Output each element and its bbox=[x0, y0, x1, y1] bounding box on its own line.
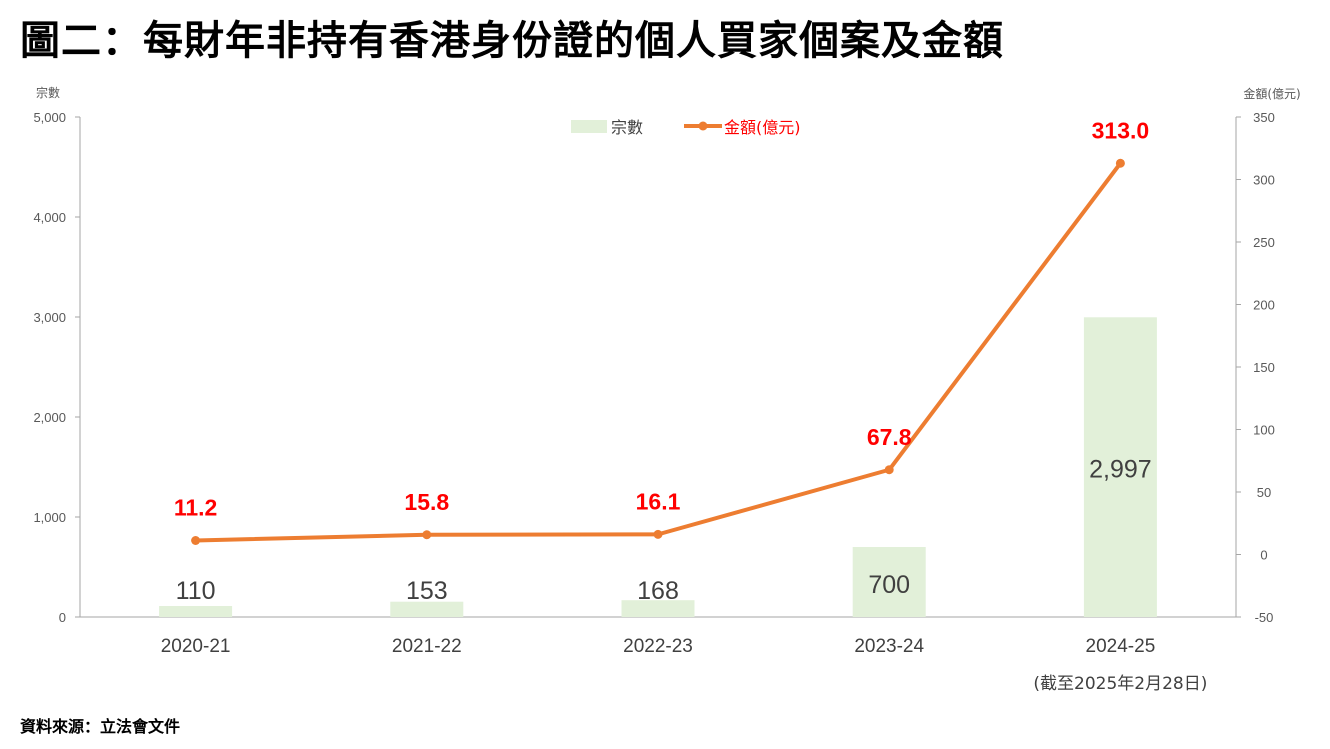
line-data-label: 67.8 bbox=[867, 424, 912, 450]
right-axis-tick-label: -50 bbox=[1255, 610, 1274, 625]
x-axis-tick-label: 2021-22 bbox=[392, 636, 462, 657]
right-axis-tick-label: 250 bbox=[1253, 235, 1275, 250]
bar-series bbox=[159, 317, 1157, 617]
right-axis-tick-label: 100 bbox=[1253, 423, 1275, 438]
line-point bbox=[884, 465, 894, 475]
right-axis-tick-label: 200 bbox=[1253, 298, 1275, 313]
legend-swatch-bar bbox=[571, 120, 607, 133]
line-data-label: 15.8 bbox=[404, 489, 449, 515]
bar bbox=[852, 547, 926, 617]
legend-label-line: 金額(億元) bbox=[724, 118, 801, 137]
left-axis-title: 宗數 bbox=[36, 85, 60, 100]
legend-swatch-marker bbox=[698, 121, 708, 131]
line-point bbox=[191, 536, 201, 545]
line-point bbox=[422, 530, 432, 540]
right-axis-title: 金額(億元) bbox=[1243, 86, 1300, 101]
chart-title: 圖二：每財年非持有香港身份證的個人買家個案及金額 bbox=[20, 18, 1004, 64]
x-axis-sublabel: (截至2025年2月28日) bbox=[1033, 674, 1207, 694]
bar-data-label: 110 bbox=[176, 577, 216, 605]
right-axis-tick-label: 150 bbox=[1253, 360, 1275, 375]
line-data-label: 16.1 bbox=[636, 488, 681, 514]
line-path bbox=[193, 161, 1123, 543]
legend-label-bar: 宗數 bbox=[611, 118, 643, 137]
x-axis-tick-label: 2022-23 bbox=[623, 636, 693, 657]
source-note: 資料來源：立法會文件 bbox=[20, 717, 181, 736]
right-axis-tick-label: 300 bbox=[1253, 173, 1275, 188]
bar-data-label: 2,997 bbox=[1089, 455, 1152, 483]
left-axis-tick-label: 0 bbox=[59, 610, 66, 625]
right-axis-tick-label: 50 bbox=[1257, 485, 1271, 500]
right-axis-tick-label: 350 bbox=[1253, 110, 1275, 125]
line-point bbox=[653, 529, 663, 539]
left-axis-tick-label: 4,000 bbox=[33, 210, 66, 225]
bar-data-label: 153 bbox=[406, 577, 448, 605]
x-axis-tick-label: 2024-25 bbox=[1086, 636, 1156, 657]
left-axis-tick-label: 2,000 bbox=[33, 410, 66, 425]
left-axis-tick-label: 5,000 bbox=[33, 110, 66, 125]
chart-axes: 0 1,000 2,000 3,000 4,000 5,000 宗數 -50 0 50 100 150… bbox=[33, 85, 1300, 694]
left-axis-tick-label: 3,000 bbox=[33, 310, 66, 325]
x-axis-tick-label: 2023-24 bbox=[854, 636, 924, 657]
bar bbox=[621, 600, 695, 617]
bar bbox=[390, 601, 464, 617]
line-data-label: 11.2 bbox=[174, 495, 218, 521]
line-point bbox=[1115, 158, 1125, 168]
bar-data-label: 700 bbox=[868, 571, 910, 599]
line-data-label: 313.0 bbox=[1092, 117, 1150, 143]
line-series bbox=[191, 158, 1125, 545]
bar bbox=[1083, 317, 1157, 617]
data-labels: 110 153 168 700 2,997 11.2 15.8 16.1 67.8 313.0 bbox=[174, 117, 1152, 605]
right-axis-tick-label: 0 bbox=[1260, 548, 1267, 563]
x-axis-tick-label: 2020-21 bbox=[161, 636, 231, 657]
bar-data-label: 168 bbox=[637, 577, 679, 605]
legend: 宗數 金額(億元) bbox=[571, 118, 801, 137]
left-axis-tick-label: 1,000 bbox=[33, 510, 66, 525]
bar bbox=[159, 606, 233, 617]
